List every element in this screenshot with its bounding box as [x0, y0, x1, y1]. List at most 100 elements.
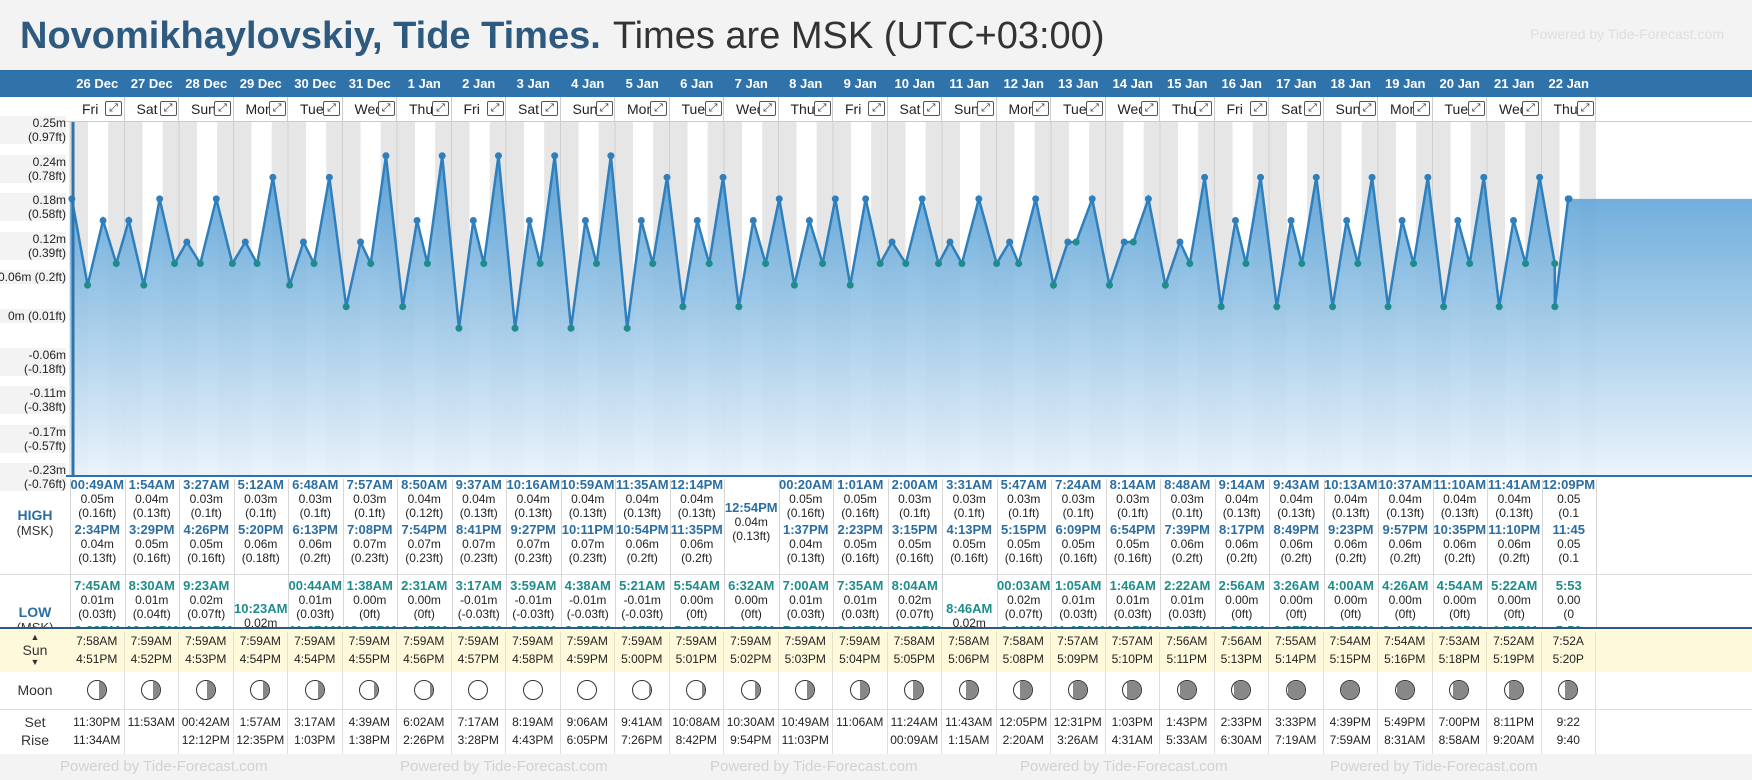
low-tide-point[interactable]	[423, 260, 431, 268]
footer-powered-link[interactable]: Powered by Tide-Forecast.com	[400, 758, 608, 775]
powered-by-link[interactable]: Powered by Tide-Forecast.com	[1530, 26, 1724, 42]
low-tide-point[interactable]	[1217, 303, 1225, 311]
footer-powered-link[interactable]: Powered by Tide-Forecast.com	[60, 758, 268, 775]
low-tide-point[interactable]	[480, 260, 488, 268]
high-tide-point[interactable]	[1231, 216, 1239, 224]
high-tide-point[interactable]	[99, 216, 107, 224]
low-tide-point[interactable]	[935, 260, 943, 268]
high-tide-point[interactable]	[749, 216, 757, 224]
high-tide-point[interactable]	[125, 216, 133, 224]
low-tide-point[interactable]	[455, 324, 463, 332]
low-tide-point[interactable]	[1161, 281, 1169, 289]
high-tide-point[interactable]	[551, 152, 559, 160]
low-tide-point[interactable]	[790, 281, 798, 289]
low-tide-point[interactable]	[84, 281, 92, 289]
high-tide-point[interactable]	[156, 195, 164, 203]
low-tide-point[interactable]	[1298, 260, 1306, 268]
low-tide-point[interactable]	[1186, 260, 1194, 268]
expand-icon[interactable]: ⤢	[1086, 101, 1103, 116]
high-tide-point[interactable]	[1398, 216, 1406, 224]
low-tide-point[interactable]	[1129, 238, 1137, 246]
high-tide-point[interactable]	[469, 216, 477, 224]
low-tide-point[interactable]	[1384, 303, 1392, 311]
expand-icon[interactable]: ⤢	[813, 101, 831, 116]
low-tide-point[interactable]	[399, 303, 407, 311]
high-tide-point[interactable]	[918, 195, 926, 203]
expand-icon[interactable]: ⤢	[1576, 101, 1594, 116]
expand-icon[interactable]: ⤢	[1140, 101, 1158, 116]
low-tide-point[interactable]	[196, 260, 204, 268]
high-tide-point[interactable]	[862, 195, 870, 203]
low-tide-point[interactable]	[958, 260, 966, 268]
low-tide-point[interactable]	[367, 260, 375, 268]
low-tide-point[interactable]	[593, 260, 601, 268]
high-tide-point[interactable]	[775, 195, 783, 203]
expand-icon[interactable]: ⤢	[1031, 101, 1049, 116]
expand-icon[interactable]: ⤢	[1249, 101, 1267, 116]
expand-icon[interactable]: ⤢	[1195, 101, 1212, 116]
high-tide-point[interactable]	[325, 173, 333, 181]
low-tide-point[interactable]	[762, 260, 770, 268]
expand-icon[interactable]: ⤢	[486, 101, 504, 116]
expand-icon[interactable]: ⤢	[704, 101, 722, 116]
high-tide-point[interactable]	[1565, 195, 1573, 203]
footer-powered-link[interactable]: Powered by Tide-Forecast.com	[1330, 758, 1538, 775]
expand-icon[interactable]: ⤢	[541, 101, 558, 116]
low-tide-point[interactable]	[993, 260, 1001, 268]
low-tide-point[interactable]	[1410, 260, 1418, 268]
low-tide-point[interactable]	[171, 260, 179, 268]
expand-icon[interactable]: ⤢	[1358, 101, 1376, 116]
high-tide-point[interactable]	[1006, 238, 1014, 246]
high-tide-point[interactable]	[241, 238, 249, 246]
low-tide-point[interactable]	[623, 324, 631, 332]
high-tide-point[interactable]	[1424, 173, 1432, 181]
high-tide-point[interactable]	[581, 216, 589, 224]
expand-icon[interactable]: ⤢	[105, 101, 122, 116]
low-tide-point[interactable]	[1551, 260, 1559, 268]
footer-powered-link[interactable]: Powered by Tide-Forecast.com	[710, 758, 918, 775]
low-tide-point[interactable]	[1495, 303, 1503, 311]
low-tide-point[interactable]	[310, 260, 318, 268]
high-tide-point[interactable]	[831, 195, 839, 203]
low-tide-point[interactable]	[1440, 303, 1448, 311]
low-tide-point[interactable]	[649, 260, 657, 268]
high-tide-point[interactable]	[413, 216, 421, 224]
high-tide-point[interactable]	[1454, 216, 1462, 224]
high-tide-point[interactable]	[299, 238, 307, 246]
high-tide-point[interactable]	[1176, 238, 1184, 246]
low-tide-point[interactable]	[819, 260, 827, 268]
high-tide-point[interactable]	[494, 152, 502, 160]
low-tide-point[interactable]	[1273, 303, 1281, 311]
high-tide-point[interactable]	[183, 238, 191, 246]
high-tide-point[interactable]	[357, 238, 365, 246]
low-tide-point[interactable]	[1015, 260, 1023, 268]
expand-icon[interactable]: ⤢	[1467, 101, 1485, 116]
low-tide-point[interactable]	[536, 260, 544, 268]
low-tide-point[interactable]	[902, 260, 910, 268]
high-tide-point[interactable]	[1257, 173, 1265, 181]
high-tide-point[interactable]	[607, 152, 615, 160]
high-tide-point[interactable]	[1032, 195, 1040, 203]
high-tide-point[interactable]	[212, 195, 220, 203]
high-tide-point[interactable]	[805, 216, 813, 224]
low-tide-point[interactable]	[1522, 260, 1530, 268]
low-tide-point[interactable]	[1072, 238, 1080, 246]
high-tide-point[interactable]	[1312, 173, 1320, 181]
high-tide-point[interactable]	[438, 152, 446, 160]
expand-icon[interactable]: ⤢	[1304, 101, 1321, 116]
low-tide-point[interactable]	[1329, 303, 1337, 311]
high-tide-point[interactable]	[1201, 173, 1209, 181]
low-tide-point[interactable]	[1242, 260, 1250, 268]
low-tide-point[interactable]	[342, 303, 350, 311]
high-tide-point[interactable]	[1368, 173, 1376, 181]
low-tide-point[interactable]	[1049, 281, 1057, 289]
high-tide-point[interactable]	[1510, 216, 1518, 224]
high-tide-point[interactable]	[1536, 173, 1544, 181]
expand-icon[interactable]: ⤢	[922, 101, 940, 116]
low-tide-point[interactable]	[112, 260, 120, 268]
low-tide-point[interactable]	[735, 303, 743, 311]
low-tide-point[interactable]	[1551, 303, 1559, 311]
low-tide-point[interactable]	[253, 260, 261, 268]
expand-icon[interactable]: ⤢	[595, 101, 613, 116]
low-tide-point[interactable]	[511, 324, 519, 332]
